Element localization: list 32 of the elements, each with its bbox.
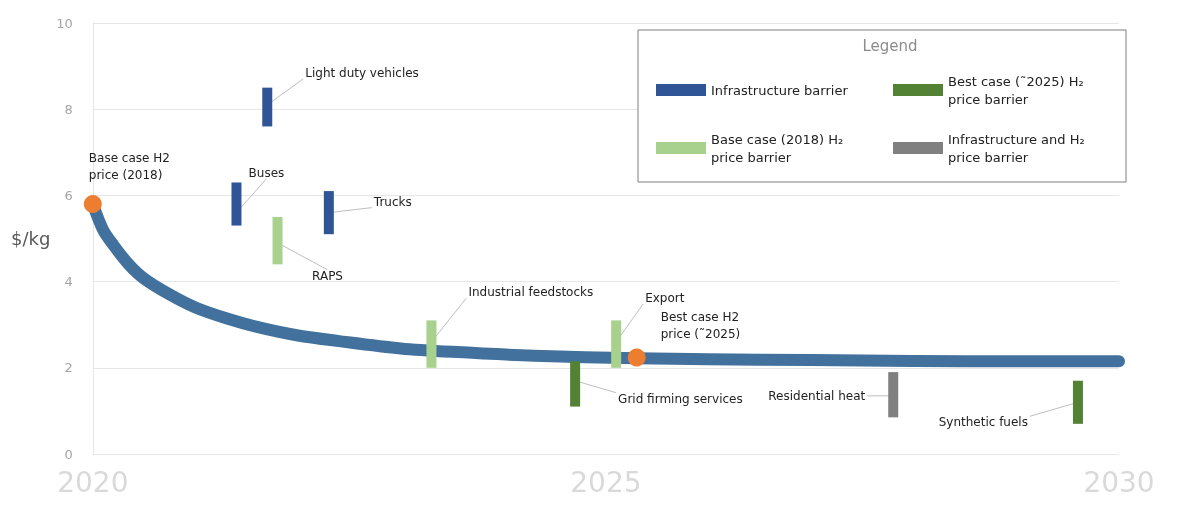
y-tick-label: 4: [64, 274, 73, 290]
annotation: Synthetic fuels: [938, 415, 1028, 430]
bar: [323, 191, 334, 235]
annotation: Industrial feedstocks: [468, 284, 594, 299]
bar: [570, 361, 581, 407]
legend-label: Infrastructure and H₂ price barrier: [948, 131, 1089, 165]
annotation: Light duty vehicles: [305, 65, 419, 80]
annotation: Base case H2 price (2018): [88, 150, 170, 182]
bar: [1072, 380, 1083, 424]
bar: [272, 216, 283, 265]
annotation: Export: [645, 290, 685, 305]
bar: [231, 182, 242, 226]
y-tick-label: 6: [64, 187, 73, 203]
annotation: Best case H2 price (˜2025): [660, 309, 741, 341]
annotation: Grid firming services: [618, 391, 743, 406]
annotation: Trucks: [372, 194, 412, 209]
y-tick-label: 8: [64, 101, 73, 117]
y-tick-label: 0: [64, 446, 73, 462]
bar: [262, 87, 273, 127]
annotation: Residential heat: [768, 388, 866, 403]
y-tick-label: 2: [64, 360, 73, 376]
bar: [611, 320, 622, 368]
legend-label: Infrastructure barrier: [711, 82, 849, 98]
y-tick-label: 10: [56, 15, 73, 31]
bar: [426, 320, 437, 368]
legend-label: Base case (2018) H₂ price barrier: [711, 131, 848, 165]
annotation: Buses: [248, 165, 285, 180]
legend-label: Best case (˜2025) H₂ price barrier: [948, 73, 1088, 107]
legend-title: Legend: [862, 37, 918, 55]
y-axis-title: $/kg: [10, 228, 51, 249]
annotation: RAPS: [312, 268, 343, 283]
bar: [888, 372, 899, 418]
